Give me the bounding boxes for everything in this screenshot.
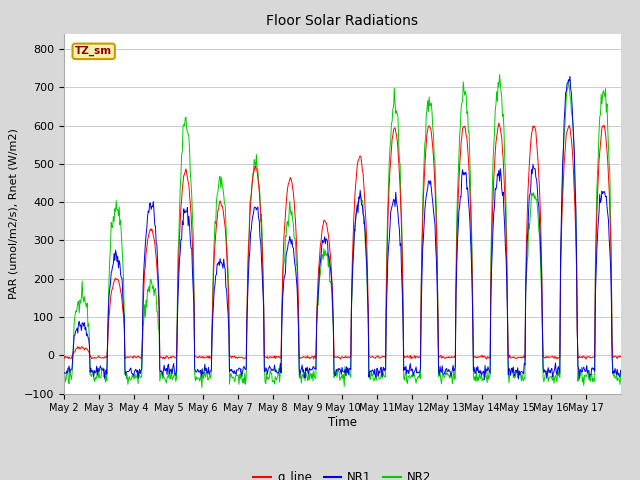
Y-axis label: PAR (umol/m2/s), Rnet (W/m2): PAR (umol/m2/s), Rnet (W/m2) bbox=[8, 128, 19, 299]
Legend: q_line, NR1, NR2: q_line, NR1, NR2 bbox=[249, 466, 436, 480]
X-axis label: Time: Time bbox=[328, 416, 357, 429]
Title: Floor Solar Radiations: Floor Solar Radiations bbox=[266, 14, 419, 28]
Text: TZ_sm: TZ_sm bbox=[75, 46, 112, 57]
